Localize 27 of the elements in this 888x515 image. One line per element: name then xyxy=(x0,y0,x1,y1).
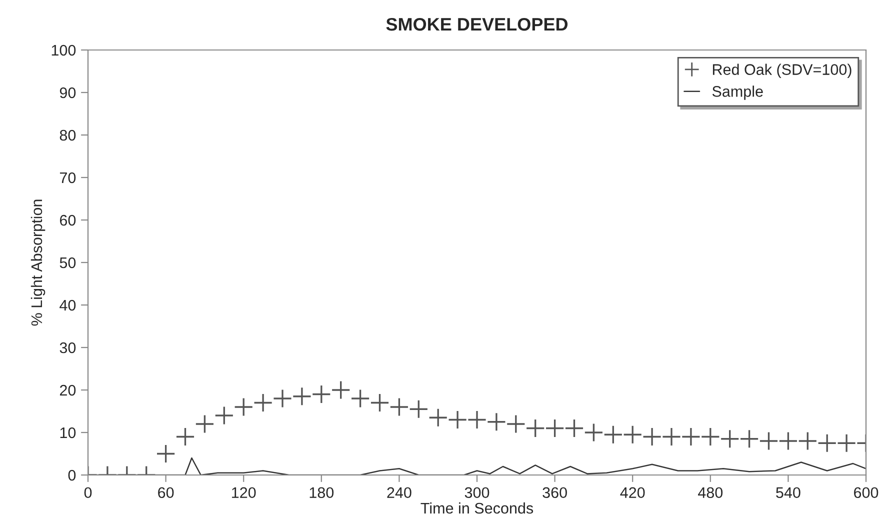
x-axis-title: Time in Seconds xyxy=(420,502,534,514)
x-tick-label: 0 xyxy=(84,487,92,498)
x-tick-label: 240 xyxy=(387,487,412,498)
y-tick-label: 40 xyxy=(60,300,76,311)
chart-title: SMOKE DEVELOPED xyxy=(386,18,568,31)
y-tick-label: 50 xyxy=(60,257,76,268)
y-axis-title: % Light Absorption xyxy=(30,200,46,326)
y-tick-label: 10 xyxy=(60,427,76,438)
legend-label: Sample xyxy=(712,86,763,100)
y-tick-label: 90 xyxy=(60,87,76,98)
x-tick-label: 180 xyxy=(310,487,334,498)
x-tick-label: 60 xyxy=(158,487,174,498)
x-tick-label: 600 xyxy=(854,487,878,498)
y-tick-label: 70 xyxy=(60,172,76,184)
x-tick-label: 120 xyxy=(232,487,256,498)
y-tick-label: 30 xyxy=(60,342,76,354)
x-tick-label: 420 xyxy=(620,487,645,498)
x-tick-label: 480 xyxy=(698,487,723,498)
x-tick-label: 540 xyxy=(776,487,800,498)
y-tick-label: 20 xyxy=(60,384,76,396)
y-tick-label: 100 xyxy=(52,44,76,56)
x-tick-label: 300 xyxy=(464,487,490,498)
y-tick-label: 80 xyxy=(60,130,76,141)
x-tick-label: 360 xyxy=(542,487,567,498)
y-tick-label: 0 xyxy=(68,470,76,481)
y-tick-label: 60 xyxy=(60,214,76,226)
legend-label: Red Oak (SDV=100) xyxy=(712,64,852,78)
